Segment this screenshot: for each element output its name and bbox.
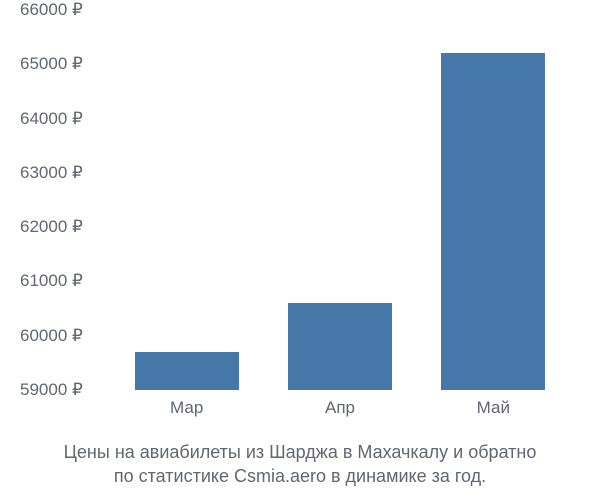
y-axis-tick: 60000 ₽ [20,326,105,346]
y-axis-tick: 63000 ₽ [20,163,105,183]
y-axis-tick: 61000 ₽ [20,271,105,291]
bar [441,53,545,390]
x-axis-tick: Май [477,398,510,418]
bar [288,303,392,390]
plot-area [110,10,570,390]
x-axis-tick: Апр [325,398,355,418]
y-axis-tick: 66000 ₽ [20,0,105,20]
caption-line-2: по статистике Csmia.aero в динамике за г… [114,466,486,486]
price-chart: 59000 ₽ 60000 ₽ 61000 ₽ 62000 ₽ 63000 ₽ 64000… [20,0,580,440]
y-axis-tick: 64000 ₽ [20,109,105,129]
y-axis-tick: 62000 ₽ [20,217,105,237]
y-axis-tick: 65000 ₽ [20,54,105,74]
caption-line-1: Цены на авиабилеты из Шарджа в Махачкалу… [64,442,537,462]
y-axis-tick: 59000 ₽ [20,380,105,400]
chart-caption: Цены на авиабилеты из Шарджа в Махачкалу… [0,440,600,489]
bar [135,352,239,390]
x-axis-tick: Мар [170,398,203,418]
